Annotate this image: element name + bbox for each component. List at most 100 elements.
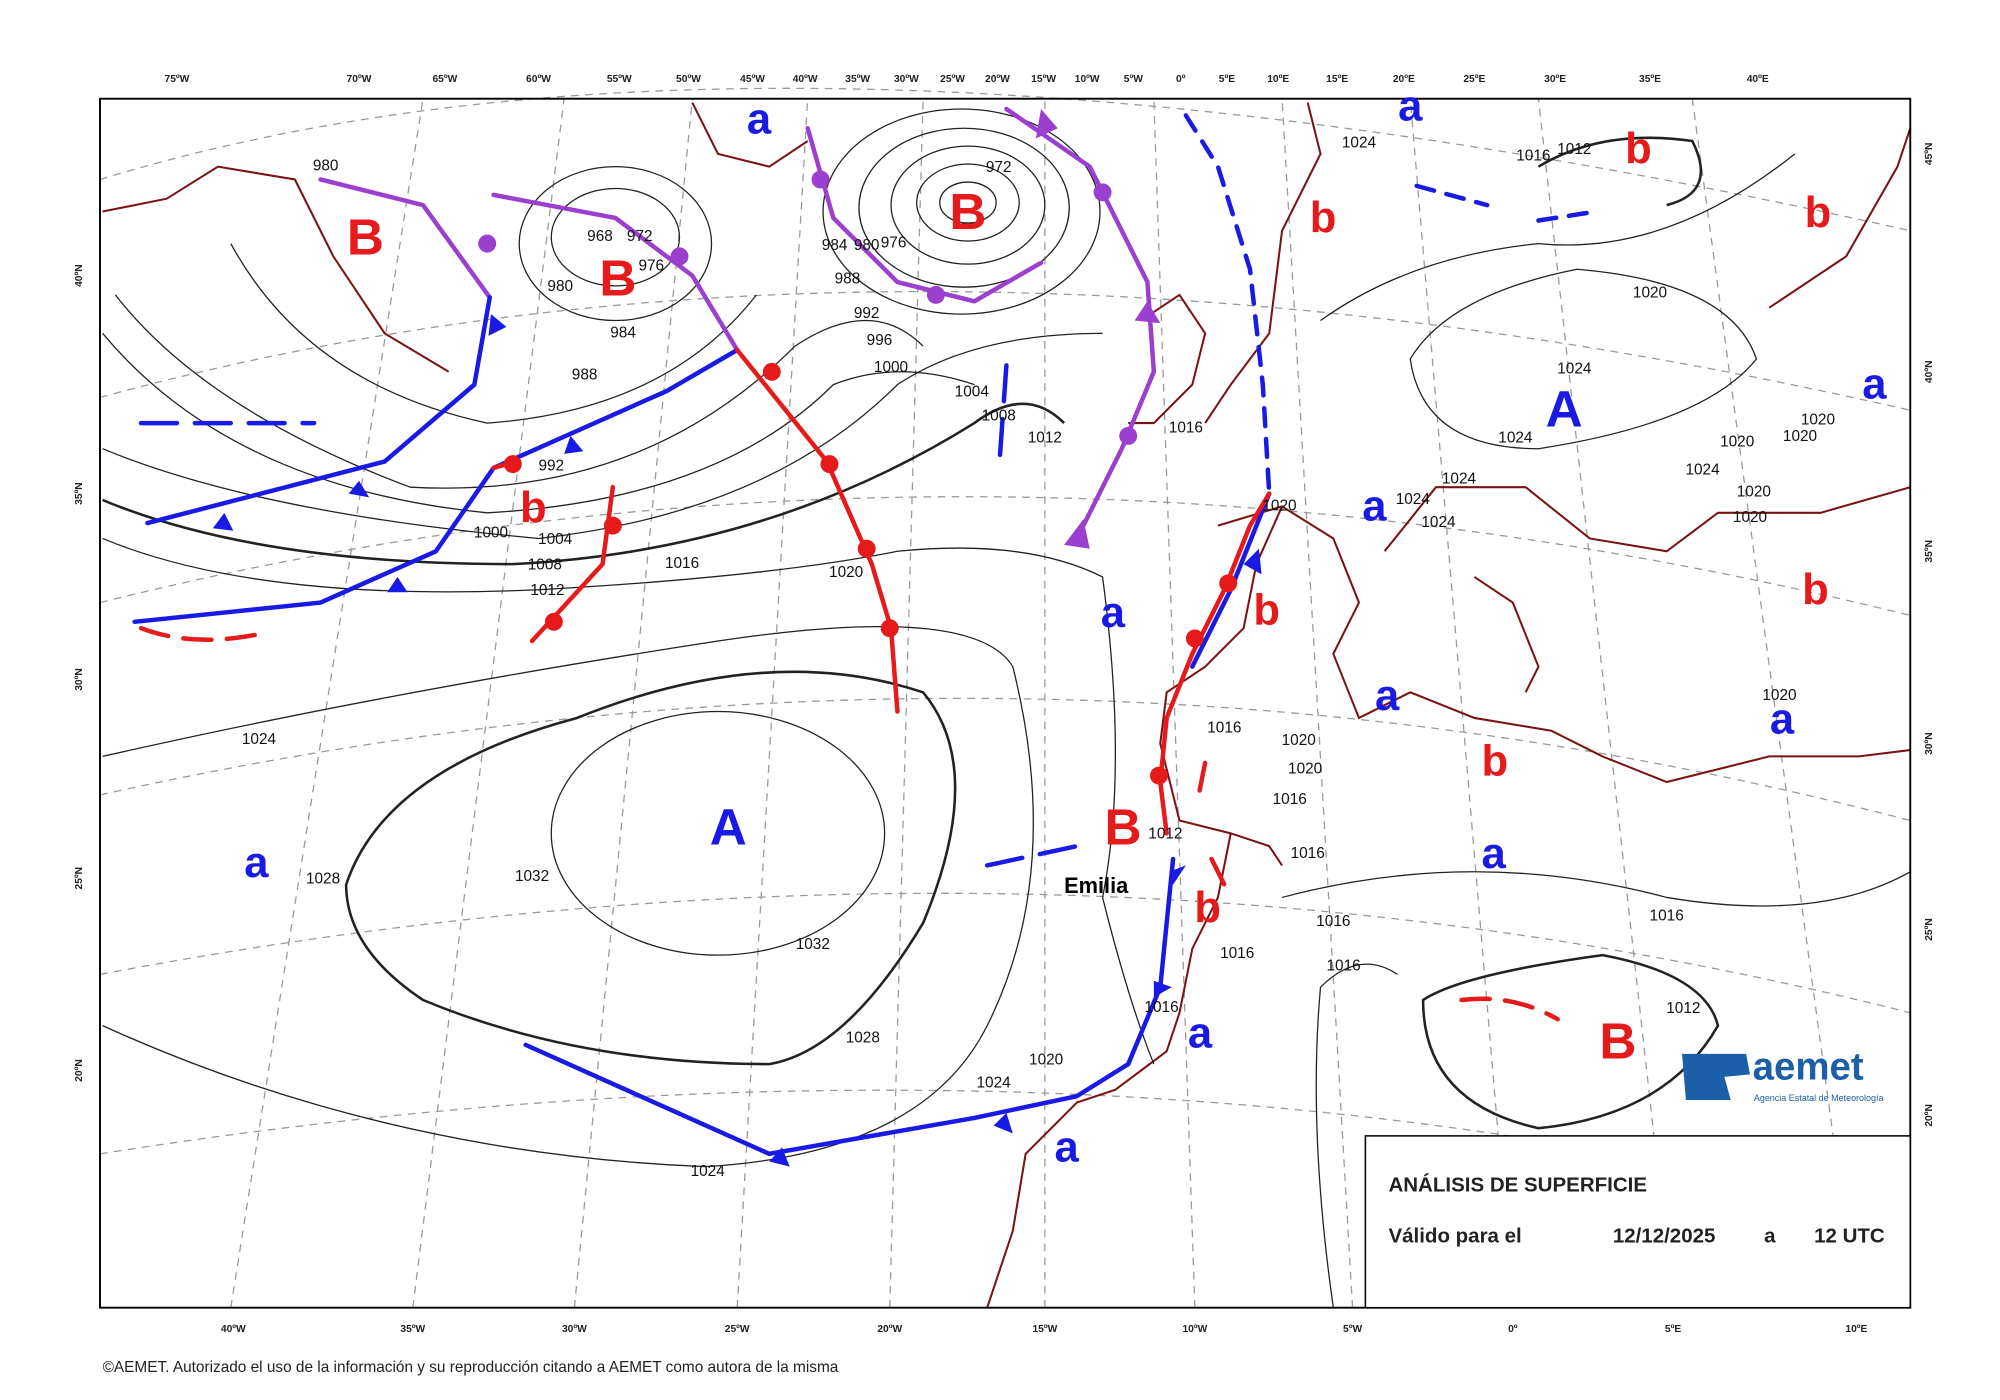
isobar-label: 1024 xyxy=(242,731,277,748)
logo-icon xyxy=(1682,1053,1750,1100)
front-symbol xyxy=(478,234,497,253)
latitude-label: 25ºN xyxy=(1924,918,1935,941)
isobar-label: 1024 xyxy=(1421,514,1456,531)
longitude-label: 35ºE xyxy=(1639,74,1661,85)
front-symbol xyxy=(1119,426,1138,445)
longitude-label: 5ºW xyxy=(1343,1324,1362,1335)
isobar xyxy=(1537,136,1703,207)
longitude-label: 25ºE xyxy=(1463,74,1485,85)
coastline xyxy=(1217,505,1911,784)
grid-line xyxy=(736,98,809,1308)
grid-line xyxy=(1691,98,1858,1308)
isobar-label: 1016 xyxy=(1207,719,1241,736)
longitude-label: 30ºW xyxy=(894,74,919,85)
longitude-label: 30ºW xyxy=(562,1324,587,1335)
isobar-label: 1020 xyxy=(829,564,863,581)
pressure-system: a xyxy=(1101,589,1126,637)
longitude-label: 25ºW xyxy=(940,74,965,85)
latitude-label: 40ºN xyxy=(1924,361,1935,384)
isobar-label: 1020 xyxy=(1720,433,1754,450)
coastline xyxy=(1204,102,1322,424)
isobar-label: 1024 xyxy=(1396,491,1431,508)
logo-name: aemet xyxy=(1753,1045,1864,1088)
isobar xyxy=(550,187,681,287)
front-symbols xyxy=(212,108,1262,1167)
isobar xyxy=(344,670,957,1066)
latitude-label: 35ºN xyxy=(74,482,85,505)
pressure-system: a xyxy=(1188,1009,1213,1057)
coastlines xyxy=(102,102,1912,1309)
isobar xyxy=(1409,268,1758,450)
front-symbol xyxy=(544,612,563,631)
front-symbol xyxy=(564,435,584,454)
isobar-label: 1004 xyxy=(955,383,990,400)
longitude-label: 65ºW xyxy=(432,74,457,85)
longitude-label: 25ºW xyxy=(725,1324,750,1335)
front-symbol xyxy=(387,576,408,593)
valid-label: Válido para el xyxy=(1388,1225,1521,1248)
isobar xyxy=(858,127,1070,288)
info-title: ANÁLISIS DE SUPERFICIE xyxy=(1388,1173,1647,1196)
isobar-label: 1032 xyxy=(796,936,830,953)
pressure-system: a xyxy=(1770,695,1795,743)
isobar-label: 984 xyxy=(610,324,636,341)
isobar-label: 1016 xyxy=(665,555,699,572)
pressure-system: a xyxy=(244,839,269,887)
pressure-system: a xyxy=(1362,482,1387,530)
front-symbol xyxy=(670,247,689,266)
cold-front-aloft xyxy=(1183,113,1272,496)
isobar-label: 1016 xyxy=(1326,958,1360,975)
longitude-label: 15ºW xyxy=(1031,74,1056,85)
pressure-system: A xyxy=(710,798,747,855)
pressure-system: a xyxy=(1862,361,1887,409)
longitude-label: 55ºW xyxy=(607,74,632,85)
pressure-system: B xyxy=(949,183,986,240)
front-symbol xyxy=(1093,183,1112,202)
isobar xyxy=(1421,953,1720,1130)
pressure-system: b xyxy=(1482,738,1509,786)
isobar-label: 1024 xyxy=(1442,471,1477,488)
logo-agency: Agencia Estatal de Meteorología xyxy=(1754,1093,1884,1103)
front-symbol xyxy=(1134,301,1161,324)
cold-front xyxy=(145,295,492,526)
isobar-label: 1008 xyxy=(982,408,1016,425)
isobar-label: 988 xyxy=(835,271,861,288)
latitude-label: 45ºN xyxy=(1924,143,1935,166)
latitude-label: 20ºN xyxy=(1924,1104,1935,1127)
pressure-system: b xyxy=(520,484,547,532)
isobar-label: 1016 xyxy=(1650,908,1684,925)
isobar xyxy=(102,537,1155,1065)
latitude-label: 25ºN xyxy=(74,867,85,890)
grid-line xyxy=(99,496,1911,617)
isobar-label: 1020 xyxy=(1762,687,1796,704)
front-symbol xyxy=(1243,548,1262,575)
isobar xyxy=(890,145,1046,265)
cold-front xyxy=(132,465,496,625)
front-symbol xyxy=(1185,629,1204,648)
info-box xyxy=(1364,1135,1912,1309)
longitude-label: 40ºW xyxy=(793,74,818,85)
trough xyxy=(138,363,1080,868)
isobar-label: 1016 xyxy=(1273,791,1307,808)
isobar-label: 972 xyxy=(627,228,653,245)
longitude-label: 10ºW xyxy=(1182,1324,1207,1335)
occluded-front xyxy=(491,192,740,353)
coastline xyxy=(691,102,809,168)
front-symbol xyxy=(820,455,839,474)
isobar xyxy=(102,332,1103,540)
isobar-label: 1032 xyxy=(515,868,549,885)
map-area xyxy=(99,87,1912,1309)
trough xyxy=(138,625,1560,1022)
isobar-label: 1000 xyxy=(874,359,908,376)
occluded-front xyxy=(318,177,492,300)
isobar-label: 1020 xyxy=(1288,760,1322,777)
front-symbol xyxy=(1219,574,1238,593)
front-symbol xyxy=(212,512,234,531)
occluded-front xyxy=(805,125,1044,304)
longitude-label: 15ºE xyxy=(1326,74,1348,85)
storm-name: Emilia xyxy=(1064,873,1129,898)
front-symbol xyxy=(503,455,522,474)
grid-line xyxy=(573,98,693,1308)
latitude-label: 20ºN xyxy=(74,1059,85,1082)
longitude-label: 20ºW xyxy=(877,1324,902,1335)
